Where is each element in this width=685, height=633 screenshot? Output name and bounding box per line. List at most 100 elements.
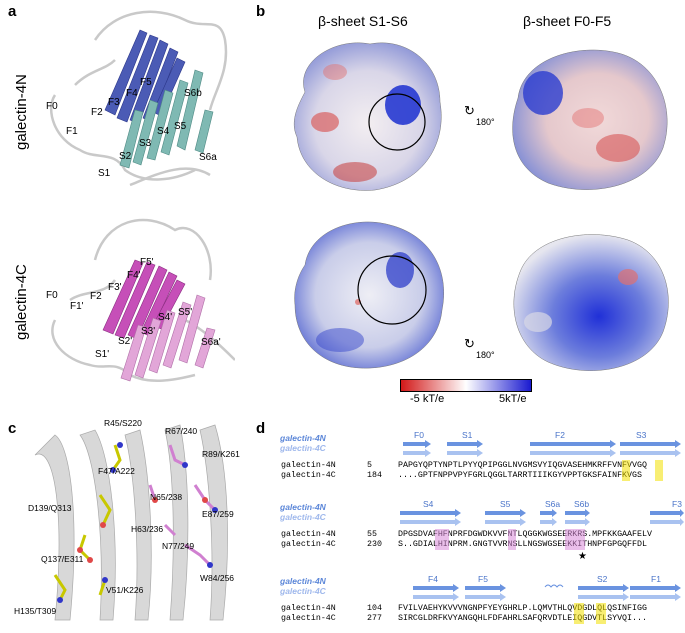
strand-label-s1: S1 — [98, 168, 111, 179]
strand-label-f3: F3 — [108, 97, 120, 108]
strand-label-f5-c: F5' — [140, 257, 154, 268]
strand-label-f2: F2 — [91, 107, 103, 118]
res-label-n77: N77/249 — [162, 541, 195, 551]
binding-site-structure — [34, 424, 228, 621]
highlight-yellow-3 — [574, 603, 584, 624]
highlight-magenta-1 — [435, 529, 449, 550]
surface-4n-front — [293, 42, 442, 191]
seq-4n-1: PAPGYQPTYNPTLPYYQPIPGGLNVGMSVYIQGVASEHMK… — [398, 461, 647, 470]
title-sheet-s1-s6: β-sheet S1-S6 — [318, 13, 408, 29]
ss-arrows-block-3 — [413, 584, 681, 601]
legend-galectin-4n-3: galectin-4N — [280, 576, 326, 586]
res-label-w84: W84/256 — [200, 573, 235, 583]
res-label-h63: H63/236 — [131, 524, 164, 534]
strand-label-s3-c: S3' — [141, 326, 156, 337]
seq-start-4c-2: 230 — [367, 540, 382, 549]
res-label-r45: R45/S220 — [104, 418, 142, 428]
seq-name-4c-3: galectin-4C — [281, 614, 336, 623]
seq-4n-2: DPGSDVAFHFNPRFDGWDKVVFNTLQGGKWGSEERKRS.M… — [398, 530, 652, 539]
legend-galectin-4c-2: galectin-4C — [280, 512, 326, 522]
galectin-4n-ribbon — [49, 10, 228, 187]
colorbar-min-label: -5 kT/e — [410, 393, 445, 405]
ss-label-s6b: S6b — [574, 499, 590, 509]
res-label-v51: V51/K226 — [106, 585, 144, 595]
strand-label-s4: S4 — [157, 126, 170, 137]
ss-label-s5: S5 — [500, 499, 511, 509]
strand-label-f1: F1 — [66, 126, 78, 137]
res-label-r67: R67/240 — [165, 426, 198, 436]
highlight-magenta-3 — [565, 529, 585, 550]
seq-name-4c-2: galectin-4C — [281, 540, 336, 549]
colorbar — [400, 379, 532, 392]
panel-b-letter: b — [256, 3, 266, 20]
ss-label-f1: F1 — [651, 574, 661, 584]
colorbar-max-label: 5kT/e — [499, 393, 527, 405]
seq-4c-1: ....GPTFNPPVPYFGRLQGGLTARRTIIIKGYVPPTGKS… — [398, 471, 642, 480]
title-sheet-f0-f5: β-sheet F0-F5 — [523, 13, 612, 29]
ss-label-f0: F0 — [414, 430, 424, 440]
ss-arrows-block-2 — [400, 509, 684, 526]
legend-galectin-4c-1: galectin-4C — [280, 443, 326, 453]
seq-start-4n-3: 104 — [367, 604, 382, 613]
seq-name-4c-1: galectin-4C — [281, 471, 336, 480]
strand-label-s5-c: S5' — [178, 307, 193, 318]
highlight-magenta-2 — [508, 529, 516, 550]
res-label-e87: E87/259 — [202, 509, 234, 519]
seq-4n-3: FVILVAEHYKVVVNGNPFYEYGHRLP.LQMVTHLQVDGDL… — [398, 604, 647, 613]
panel-c-letter: c — [8, 420, 17, 437]
strand-label-s4-c: S4' — [158, 312, 173, 323]
strand-label-f5: F5 — [140, 77, 152, 88]
strand-label-s6a-c: S6a' — [201, 337, 221, 348]
strand-label-s5: S5 — [174, 121, 187, 132]
ss-label-f5: F5 — [478, 574, 488, 584]
strand-label-f0-c: F0 — [46, 290, 58, 301]
ss-label-s1: S1 — [462, 430, 473, 440]
ss-label-s2: S2 — [597, 574, 608, 584]
seq-start-4n-1: 5 — [367, 461, 372, 470]
ss-label-f2: F2 — [555, 430, 565, 440]
seq-name-4n-1: galectin-4N — [281, 461, 336, 470]
res-label-r89: R89/K261 — [202, 449, 240, 459]
seq-start-4c-3: 277 — [367, 614, 382, 623]
ss-label-f3: F3 — [672, 499, 682, 509]
legend-galectin-4n-2: galectin-4N — [280, 502, 326, 512]
strand-label-s2-c: S2' — [118, 336, 133, 347]
highlight-yellow-4 — [596, 603, 606, 624]
label-galectin-4c: galectin-4C — [13, 264, 30, 340]
strand-label-f3-c: F3' — [108, 282, 122, 293]
rotation-label-bottom: 180° — [476, 350, 495, 360]
legend-galectin-4c-3: galectin-4C — [280, 586, 326, 596]
ss-label-s6a: S6a — [545, 499, 561, 509]
rotation-icon-top: ↻ — [464, 103, 475, 118]
res-label-f47: F47/A222 — [98, 466, 135, 476]
strand-label-f0: F0 — [46, 101, 58, 112]
res-label-q137: Q137/E311 — [41, 554, 84, 564]
strand-label-f1-c: F1' — [70, 301, 84, 312]
res-label-d139: D139/Q313 — [28, 503, 72, 513]
galectin-4c-ribbon — [51, 218, 235, 383]
surface-4c-back — [513, 234, 669, 371]
strand-label-s6b: S6b — [184, 88, 202, 99]
seq-name-4n-3: galectin-4N — [281, 604, 336, 613]
seq-start-4c-1: 184 — [367, 471, 382, 480]
strand-label-f2-c: F2 — [90, 291, 102, 302]
star-marker: ★ — [578, 551, 587, 562]
rotation-icon-bottom: ↻ — [464, 336, 475, 351]
strand-label-s2: S2 — [119, 151, 132, 162]
surface-4c-front — [294, 221, 444, 369]
seq-start-4n-2: 55 — [367, 530, 377, 539]
ss-label-s3: S3 — [636, 430, 647, 440]
res-label-h135: H135/T309 — [14, 606, 57, 616]
seq-name-4n-2: galectin-4N — [281, 530, 336, 539]
rotation-label-top: 180° — [476, 117, 495, 127]
highlight-yellow-2 — [655, 460, 663, 481]
panel-a-letter: a — [8, 3, 17, 20]
seq-4c-3: SIRCGLDRFKVYANGQHLFDFAHRLSAFQRVDTLEIQGDV… — [398, 614, 647, 623]
seq-4c-2: S..GDIALHINPRM.GNGTVVRNSLLNGSWGSEEKKITHN… — [398, 540, 647, 549]
ss-arrows-block-1 — [403, 440, 681, 457]
strand-label-f4-c: F4' — [127, 270, 141, 281]
res-label-n65: N65/238 — [150, 492, 183, 502]
highlight-yellow-1 — [622, 460, 630, 481]
strand-label-s1-c: S1' — [95, 349, 110, 360]
legend-galectin-4n-1: galectin-4N — [280, 433, 326, 443]
